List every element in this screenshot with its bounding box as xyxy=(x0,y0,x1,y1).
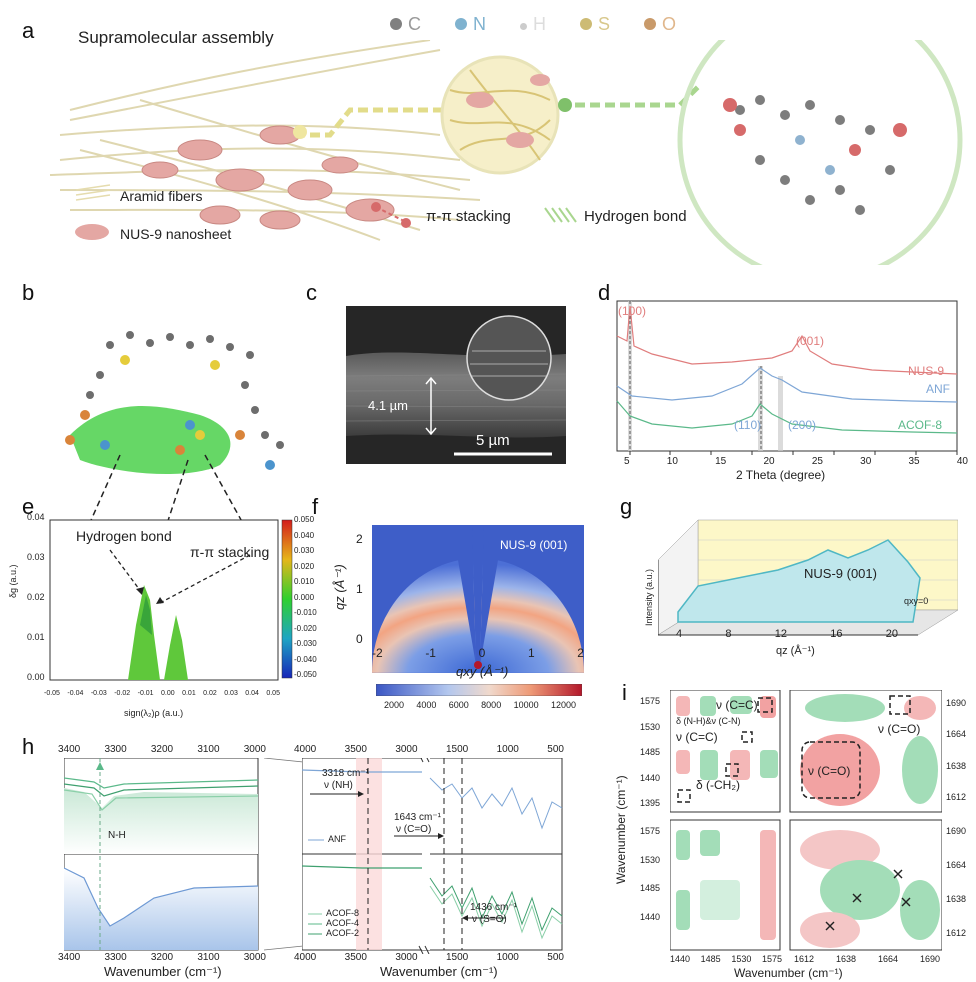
xrd-peak-110: (110) xyxy=(734,418,762,432)
giwaxs-colorbar xyxy=(376,684,582,696)
xrd-chart xyxy=(616,300,958,455)
ftir-right-bottom-ticks: 4000 3500 3000 1500 1000 500 xyxy=(294,952,564,963)
ftir-right-plot xyxy=(302,758,563,954)
2dcos-y-label: Wavenumber (cm⁻¹) xyxy=(614,775,628,884)
linecut-x-label: qz (Å⁻¹) xyxy=(776,645,815,657)
linecut-curve xyxy=(677,539,921,623)
giwaxs-x-label: qxy (Å⁻¹) xyxy=(456,664,509,679)
giwaxs-map xyxy=(372,525,584,673)
linecut-3d xyxy=(658,519,958,636)
ftir-left-x-label: Wavenumber (cm⁻¹) xyxy=(104,964,222,979)
ftir-left-plot xyxy=(64,758,259,951)
xrd-nus9-curve xyxy=(616,305,958,375)
ftir-left-top-ticks: 3400 3300 3200 3100 3000 xyxy=(58,744,266,755)
legend-aramid: Aramid fibers xyxy=(120,188,203,204)
ftir-right-x-label: Wavenumber (cm⁻¹) xyxy=(380,964,498,979)
xrd-acof8-curve xyxy=(616,400,958,434)
atom-o: O xyxy=(644,14,676,35)
panel-label-c: c xyxy=(306,280,317,305)
ftir-legend-acof4: ACOF-4 xyxy=(326,918,360,928)
xrd-peak-001: (001) xyxy=(796,334,825,348)
panel-label-a: a xyxy=(22,18,35,43)
linecut-y-label: Intensity (a.u.) xyxy=(644,568,654,626)
2dcos-right-yticks-bottom: 1690 1664 1638 1612 xyxy=(946,826,967,938)
xrd-peak-100: (100) xyxy=(618,304,647,318)
rdg-arrows xyxy=(109,549,251,604)
rdg-y-ticks: 0.00 0.01 0.02 0.03 0.04 xyxy=(27,512,45,682)
panel-label-e: e xyxy=(22,494,35,519)
giwaxs-colorbar-ticks: 2000 4000 6000 8000 10000 12000 xyxy=(384,700,576,710)
atom-legend: C N H S O xyxy=(390,14,676,35)
linecut-x-ticks: 4 8 12 16 20 xyxy=(676,628,898,640)
ftir-1436-label: 1436 cm⁻¹ xyxy=(470,902,517,913)
ftir-nh-label: N-H xyxy=(108,830,126,841)
rdg-colorbar-ticks: 0.050 0.040 0.030 0.020 0.010 0.000 -0.010 -0.0… xyxy=(294,515,317,679)
legend-pipi: π-π stacking xyxy=(426,208,511,225)
rdg-hbond-label: Hydrogen bond xyxy=(76,528,172,544)
2dcos-nh-cn: δ (N-H)&ν (C-N) xyxy=(676,716,741,726)
atom-n: N xyxy=(455,14,486,35)
giwaxs-x-ticks: -2 -1 0 1 2 xyxy=(372,646,584,660)
ftir-1643-label: 1643 cm⁻¹ xyxy=(394,812,441,823)
ftir-3318-label: 3318 cm⁻¹ xyxy=(322,768,369,779)
rdg-scatter xyxy=(49,519,293,681)
2dcos-left-yticks-top: 1575 1530 1485 1440 1395 xyxy=(640,696,661,808)
2dcos-cc1: ν (C=C) xyxy=(716,698,758,712)
panel-label-h: h xyxy=(22,734,35,759)
xrd-x-label: 2 Theta (degree) xyxy=(736,468,826,482)
atom-c: C xyxy=(390,14,421,35)
sem-image xyxy=(346,306,566,464)
2dcos-co2: ν (C=O) xyxy=(808,764,851,778)
giwaxs-annot: NUS-9 (001) xyxy=(500,538,568,552)
legend-nus9: NUS-9 nanosheet xyxy=(120,226,232,242)
ftir-nu-co-label: ν (C=O) xyxy=(396,824,432,835)
panel-label-f: f xyxy=(312,494,319,519)
ftir-left-bottom-ticks: 3400 3300 3200 3100 3000 xyxy=(58,952,266,963)
panel-label-i: i xyxy=(622,680,627,705)
panel-label-g: g xyxy=(620,494,633,519)
2dcos-left-yticks-bottom: 1575 1530 1485 1440 xyxy=(640,826,661,922)
xrd-legend-anf: ANF xyxy=(926,382,950,396)
panel-label-b: b xyxy=(22,280,35,305)
xrd-legend-acof8: ACOF-8 xyxy=(898,418,943,432)
sem-thickness-label: 4.1 µm xyxy=(368,398,409,413)
xrd-peak-200: (200) xyxy=(788,418,817,432)
giwaxs-y-label: qz (Å⁻¹) xyxy=(332,564,347,610)
xrd-x-ticks: 5 10 15 20 25 30 35 40 xyxy=(624,456,968,467)
linecut-qxy-label: qxy=0 xyxy=(904,596,929,606)
rdg-x-ticks: -0.05 -0.04 -0.03 -0.02 -0.01 0.00 0.01 0.02 0.0… xyxy=(44,690,280,697)
ftir-legend-anf: ANF xyxy=(328,834,346,844)
ftir-nu-so-label: ν (S=O) xyxy=(472,914,507,925)
ftir-nu-nh-label: ν (NH) xyxy=(324,780,353,791)
panel-label-d: d xyxy=(598,280,611,305)
2dcos-maps xyxy=(670,690,942,951)
xrd-legend-nus9: NUS-9 xyxy=(908,364,945,378)
rdg-x-label: sign(λ₂)ρ (a.u.) xyxy=(124,708,184,718)
sem-scalebar-label: 5 µm xyxy=(476,432,510,449)
2dcos-cc2: ν (C=C) xyxy=(676,730,718,744)
ftir-right-top-ticks: 4000 3500 3000 1500 1000 500 xyxy=(294,744,564,755)
2dcos-ch2: δ (-CH₂) xyxy=(696,778,740,792)
2dcos-right-yticks-top: 1690 1664 1638 1612 xyxy=(946,698,967,802)
2dcos-co1: ν (C=O) xyxy=(878,722,921,736)
xrd-anf-curve xyxy=(616,367,958,403)
legend-hbond: Hydrogen bond xyxy=(584,208,687,225)
2dcos-left-xticks: 1440 1485 1530 1575 xyxy=(670,954,782,964)
ftir-legend-acof8: ACOF-8 xyxy=(326,908,360,918)
panel-b-molecule xyxy=(65,331,284,475)
atom-s: S xyxy=(580,14,610,35)
panel-a-title: Supramolecular assembly xyxy=(78,28,274,47)
2dcos-right-xticks: 1612 1638 1664 1690 xyxy=(794,954,940,964)
linecut-annot: NUS-9 (001) xyxy=(804,566,877,581)
atom-h: H xyxy=(520,14,546,35)
2dcos-x-label: Wavenumber (cm⁻¹) xyxy=(734,966,843,980)
panel-a-illustration xyxy=(49,40,963,265)
ftir-legend-acof2: ACOF-2 xyxy=(326,928,360,938)
rdg-y-label: δg (a.u.) xyxy=(8,564,18,598)
